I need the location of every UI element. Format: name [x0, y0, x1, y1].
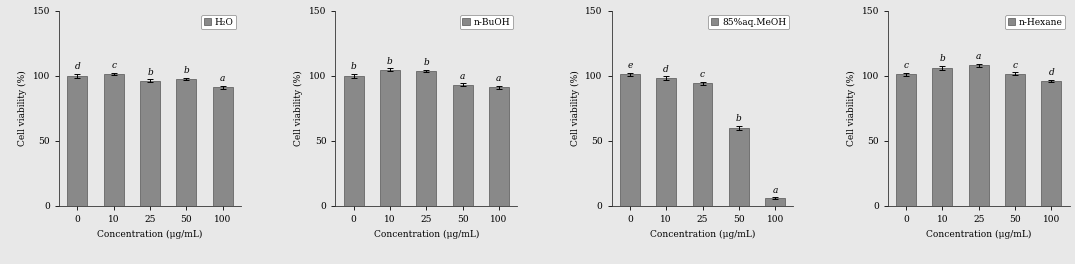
- Bar: [1005, 74, 1026, 206]
- Bar: [344, 76, 363, 206]
- Text: b: b: [736, 114, 742, 123]
- Y-axis label: Cell viability (%): Cell viability (%): [847, 70, 856, 146]
- Y-axis label: Cell viability (%): Cell viability (%): [295, 70, 303, 146]
- Text: c: c: [1013, 60, 1018, 69]
- Legend: n-Hexane: n-Hexane: [1005, 15, 1065, 30]
- Y-axis label: Cell viability (%): Cell viability (%): [571, 70, 579, 146]
- Text: d: d: [663, 65, 669, 74]
- Text: a: a: [220, 74, 226, 83]
- Text: b: b: [147, 68, 153, 77]
- Text: a: a: [497, 74, 502, 83]
- Bar: [1042, 81, 1061, 206]
- Bar: [379, 70, 400, 206]
- Text: b: b: [424, 58, 429, 67]
- Bar: [932, 68, 952, 206]
- Text: b: b: [387, 57, 392, 66]
- Text: a: a: [773, 186, 778, 195]
- Legend: H₂O: H₂O: [201, 15, 236, 30]
- Bar: [213, 87, 232, 206]
- Bar: [176, 79, 197, 206]
- Text: d: d: [74, 62, 81, 71]
- Text: b: b: [350, 62, 357, 71]
- Bar: [103, 74, 124, 206]
- Bar: [765, 198, 785, 206]
- Bar: [897, 74, 916, 206]
- X-axis label: Concentration (μg/mL): Concentration (μg/mL): [373, 229, 479, 239]
- Text: d: d: [1048, 68, 1055, 77]
- Legend: n-BuOH: n-BuOH: [460, 15, 513, 30]
- Bar: [692, 83, 713, 206]
- Bar: [729, 128, 749, 206]
- Bar: [969, 65, 989, 206]
- Legend: 85%aq.MeOH: 85%aq.MeOH: [708, 15, 789, 30]
- Text: a: a: [460, 72, 465, 81]
- Bar: [140, 81, 160, 206]
- Text: e: e: [627, 61, 632, 70]
- Bar: [416, 71, 436, 206]
- X-axis label: Concentration (μg/mL): Concentration (μg/mL): [649, 229, 756, 239]
- Bar: [453, 85, 473, 206]
- Bar: [656, 78, 676, 206]
- Text: a: a: [976, 52, 981, 61]
- Bar: [68, 76, 87, 206]
- Text: c: c: [904, 61, 908, 70]
- Text: c: c: [111, 61, 116, 70]
- Text: b: b: [184, 66, 189, 75]
- X-axis label: Concentration (μg/mL): Concentration (μg/mL): [98, 229, 203, 239]
- Bar: [620, 74, 640, 206]
- Text: b: b: [940, 54, 945, 63]
- X-axis label: Concentration (μg/mL): Concentration (μg/mL): [926, 229, 1031, 239]
- Y-axis label: Cell viability (%): Cell viability (%): [18, 70, 27, 146]
- Bar: [489, 87, 508, 206]
- Text: c: c: [700, 70, 705, 79]
